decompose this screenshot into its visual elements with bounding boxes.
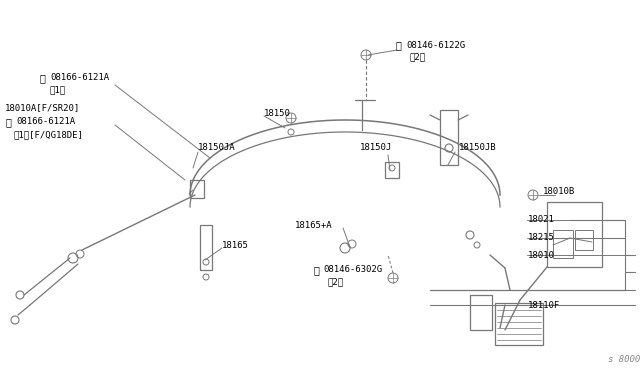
Text: 18150J: 18150J (360, 144, 392, 153)
Text: 18021: 18021 (528, 215, 555, 224)
Text: 18165+A: 18165+A (295, 221, 333, 230)
Bar (553, 230, 573, 258)
Text: 18165: 18165 (222, 241, 249, 250)
Bar (190, 180, 204, 198)
Text: （1）: （1） (50, 86, 66, 94)
Bar (440, 110, 458, 165)
Text: （1）[F/QG18DE]: （1）[F/QG18DE] (13, 131, 83, 140)
Text: 18010: 18010 (528, 250, 555, 260)
Bar (575, 230, 593, 250)
Bar (470, 295, 492, 330)
Bar (385, 162, 399, 178)
Text: Ⓑ: Ⓑ (395, 40, 401, 50)
Text: 18110F: 18110F (528, 301, 560, 310)
Text: Ⓑ: Ⓑ (5, 117, 11, 127)
Text: 08166-6121A: 08166-6121A (50, 74, 109, 83)
Text: 18150: 18150 (264, 109, 291, 118)
Text: 18150JA: 18150JA (198, 144, 236, 153)
Text: 18215: 18215 (528, 234, 555, 243)
Text: 18150JB: 18150JB (459, 144, 497, 153)
Text: 08146-6122G: 08146-6122G (406, 41, 465, 49)
Text: 08166-6121A: 08166-6121A (16, 118, 75, 126)
Text: （2）: （2） (410, 52, 426, 61)
Text: Ⓑ: Ⓑ (39, 73, 45, 83)
Bar (547, 202, 602, 267)
Text: 18010B: 18010B (543, 187, 575, 196)
Text: （2）: （2） (327, 278, 343, 286)
Text: Ⓑ: Ⓑ (313, 265, 319, 275)
Bar (200, 225, 212, 270)
Text: s 800006: s 800006 (608, 356, 640, 365)
Bar (495, 303, 543, 345)
Text: 08146-6302G: 08146-6302G (323, 266, 382, 275)
Text: 18010A[F/SR20]: 18010A[F/SR20] (5, 103, 80, 112)
